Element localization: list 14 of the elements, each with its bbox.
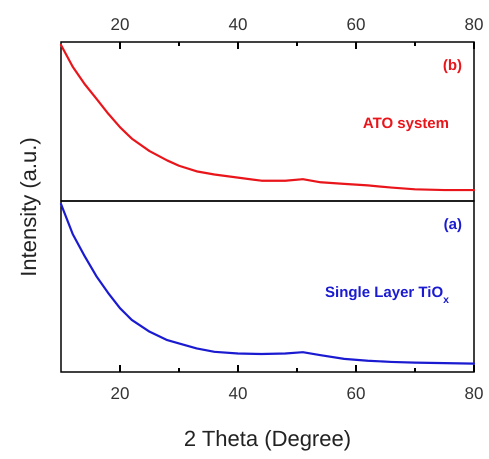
annotation: (a): [444, 216, 462, 233]
x-tick-label: 80: [464, 384, 484, 403]
x-tick-label: 40: [228, 384, 248, 403]
x-tick-label: 60: [346, 384, 366, 403]
x-tick-label: 60: [346, 15, 366, 34]
text: Single Layer TiO$_{x}$: [325, 284, 450, 306]
y-axis-title: Intensity (a.u.): [16, 137, 41, 277]
text: ATO system: [362, 114, 449, 132]
annotation: (b): [442, 57, 462, 74]
x-tick-label: 40: [228, 15, 248, 34]
x-axis-title: 2 Theta (Degree): [184, 426, 352, 451]
x-tick-label: 20: [110, 15, 130, 34]
x-tick-label: 80: [464, 15, 484, 34]
x-tick-label: 20: [110, 384, 130, 403]
